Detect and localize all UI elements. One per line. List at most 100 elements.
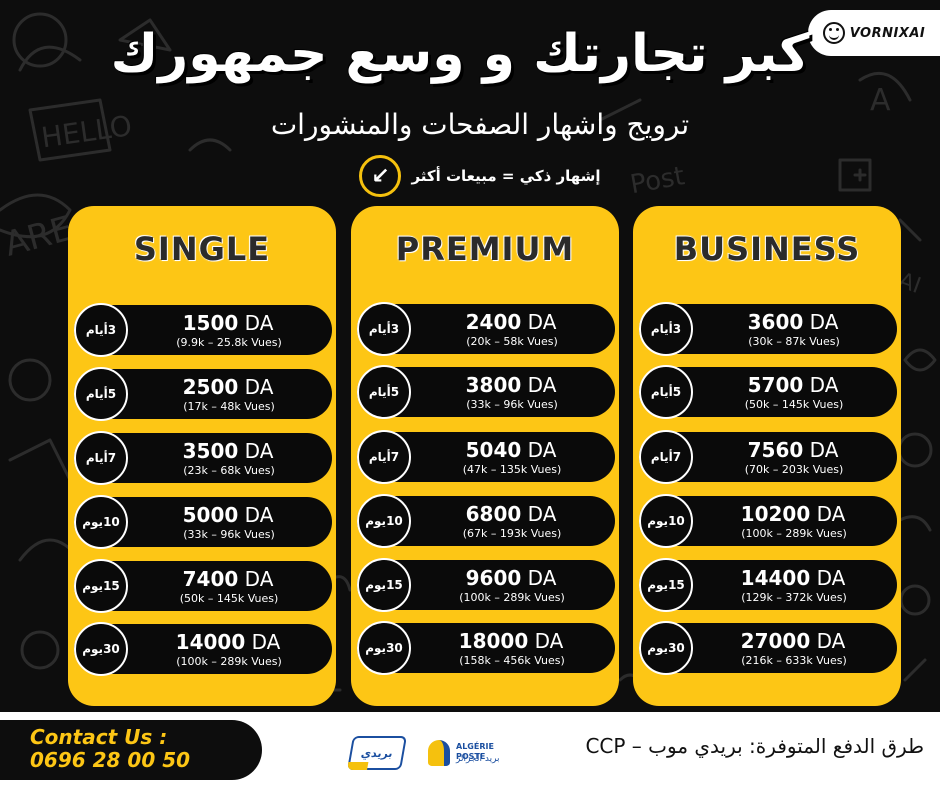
- price-currency: DA: [528, 629, 564, 653]
- arrow-down-left-icon: ↙: [359, 155, 402, 197]
- poste-logo-arabic: بريد الجزائر: [456, 754, 500, 764]
- views-range: (33k – 96k Vues): [183, 528, 275, 541]
- brand-badge: VORNIXAI: [808, 10, 940, 56]
- plan-card-business: BUSINESS 3أيام 3600 DA (30k – 87k Vues) …: [633, 206, 901, 706]
- price: 18000 DA: [413, 629, 609, 653]
- price-currency: DA: [810, 629, 846, 653]
- plan-option[interactable]: 3أيام 3600 DA (30k – 87k Vues): [639, 302, 897, 356]
- contact-box: Contact Us : 0696 28 00 50: [0, 720, 262, 780]
- contact-label: Contact Us :: [30, 725, 168, 749]
- svg-text:A: A: [870, 83, 891, 118]
- price-currency: DA: [521, 502, 557, 526]
- duration-badge: 10يوم: [74, 495, 128, 549]
- price-amount: 1500: [182, 311, 239, 335]
- price: 2500 DA: [130, 375, 326, 399]
- views-range: (17k – 48k Vues): [183, 400, 275, 413]
- plan-option[interactable]: 7أيام 5040 DA (47k – 135k Vues): [357, 430, 615, 484]
- plan-option[interactable]: 30يوم 18000 DA (158k – 456k Vues): [357, 621, 615, 675]
- price: 3600 DA: [695, 310, 891, 334]
- plan-option[interactable]: 30يوم 14000 DA (100k – 289k Vues): [74, 622, 332, 676]
- plan-card-single: SINGLE 3أيام 1500 DA (9.9k – 25.8k Vues)…: [68, 206, 336, 706]
- price-currency: DA: [238, 375, 274, 399]
- price-amount: 3600: [747, 310, 804, 334]
- price-currency: DA: [245, 630, 281, 654]
- tagline-text: إشهار ذكي = مبيعات أكثر: [411, 167, 601, 185]
- price-currency: DA: [238, 439, 274, 463]
- poste-logo-text: ALGÉRIE POSTE: [456, 742, 494, 761]
- plan-option[interactable]: 5أيام 2500 DA (17k – 48k Vues): [74, 367, 332, 421]
- plan-card-premium: PREMIUM 3أيام 2400 DA (20k – 58k Vues) 5…: [351, 206, 619, 706]
- duration-badge: 3أيام: [74, 303, 128, 357]
- views-range: (100k – 289k Vues): [741, 527, 847, 540]
- payment-methods: طرق الدفع المتوفرة: بريدي موب – CCP: [585, 734, 924, 758]
- duration-badge: 5أيام: [639, 365, 693, 419]
- plan-option[interactable]: 10يوم 10200 DA (100k – 289k Vues): [639, 494, 897, 548]
- duration-badge: 10يوم: [639, 494, 693, 548]
- duration-badge: 7أيام: [639, 430, 693, 484]
- price-currency: DA: [521, 438, 557, 462]
- price-amount: 3500: [182, 439, 239, 463]
- duration-badge: 5أيام: [74, 367, 128, 421]
- contact-phone[interactable]: 0696 28 00 50: [30, 748, 191, 772]
- views-range: (158k – 456k Vues): [459, 654, 565, 667]
- price: 27000 DA: [695, 629, 891, 653]
- plan-option[interactable]: 3أيام 2400 DA (20k – 58k Vues): [357, 302, 615, 356]
- duration-badge: 7أيام: [74, 431, 128, 485]
- price: 3500 DA: [130, 439, 326, 463]
- duration-badge: 30يوم: [357, 621, 411, 675]
- plan-title: SINGLE: [133, 230, 271, 268]
- price-currency: DA: [238, 567, 274, 591]
- price-amount: 7560: [747, 438, 804, 462]
- plan-option[interactable]: 7أيام 7560 DA (70k – 203k Vues): [639, 430, 897, 484]
- plan-title: PREMIUM: [395, 230, 575, 268]
- plan-option[interactable]: 15يوم 7400 DA (50k – 145k Vues): [74, 559, 332, 613]
- views-range: (100k – 289k Vues): [176, 655, 282, 668]
- smiley-icon: [822, 22, 845, 44]
- duration-badge: 15يوم: [74, 559, 128, 613]
- price-amount: 18000: [458, 629, 529, 653]
- duration-badge: 30يوم: [639, 621, 693, 675]
- svg-text:HELLO: HELLO: [39, 109, 134, 154]
- price: 9600 DA: [413, 566, 609, 590]
- svg-text:Post: Post: [628, 161, 687, 200]
- views-range: (129k – 372k Vues): [741, 591, 847, 604]
- footer: Contact Us : 0696 28 00 50 بريدي ALGÉRIE…: [0, 712, 940, 788]
- views-range: (23k – 68k Vues): [183, 464, 275, 477]
- price-currency: DA: [238, 503, 274, 527]
- plan-option[interactable]: 15يوم 9600 DA (100k – 289k Vues): [357, 558, 615, 612]
- plan-title: BUSINESS: [673, 230, 861, 268]
- duration-badge: 15يوم: [639, 558, 693, 612]
- price-currency: DA: [521, 373, 557, 397]
- duration-badge: 3أيام: [357, 302, 411, 356]
- price: 1500 DA: [130, 311, 326, 335]
- svg-text:ARE: ARE: [0, 208, 76, 264]
- views-range: (67k – 193k Vues): [462, 527, 562, 540]
- plan-option[interactable]: 30يوم 27000 DA (216k – 633k Vues): [639, 621, 897, 675]
- plan-option[interactable]: 3أيام 1500 DA (9.9k – 25.8k Vues): [74, 303, 332, 357]
- price: 5700 DA: [695, 373, 891, 397]
- price-amount: 5040: [465, 438, 522, 462]
- plan-option[interactable]: 5أيام 3800 DA (33k – 96k Vues): [357, 365, 615, 419]
- price-amount: 7400: [182, 567, 239, 591]
- duration-badge: 3أيام: [639, 302, 693, 356]
- views-range: (70k – 203k Vues): [744, 463, 844, 476]
- views-range: (50k – 145k Vues): [179, 592, 279, 605]
- price-currency: DA: [521, 310, 557, 334]
- plan-option[interactable]: 10يوم 6800 DA (67k – 193k Vues): [357, 494, 615, 548]
- plan-option[interactable]: 10يوم 5000 DA (33k – 96k Vues): [74, 495, 332, 549]
- price-amount: 9600: [465, 566, 522, 590]
- price-currency: DA: [810, 566, 846, 590]
- price: 6800 DA: [413, 502, 609, 526]
- duration-badge: 10يوم: [357, 494, 411, 548]
- plan-option[interactable]: 5أيام 5700 DA (50k – 145k Vues): [639, 365, 897, 419]
- price: 3800 DA: [413, 373, 609, 397]
- price: 10200 DA: [695, 502, 891, 526]
- price-currency: DA: [803, 438, 839, 462]
- plan-option[interactable]: 7أيام 3500 DA (23k – 68k Vues): [74, 431, 332, 485]
- page-title: كبر تجارتك و وسع جمهورك: [110, 24, 811, 84]
- price-currency: DA: [803, 310, 839, 334]
- price: 7400 DA: [130, 567, 326, 591]
- price-amount: 14000: [175, 630, 246, 654]
- page-subtitle: ترويج واشهار الصفحات والمنشورات: [270, 108, 690, 141]
- plan-option[interactable]: 15يوم 14400 DA (129k – 372k Vues): [639, 558, 897, 612]
